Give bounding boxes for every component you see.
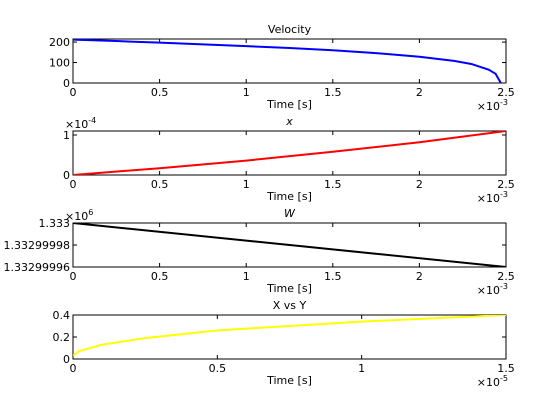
- y-tick-label: 1.33299996: [4, 261, 70, 274]
- x-axis-label: Time [s]: [266, 98, 312, 111]
- x-tick-label: 1: [358, 362, 365, 375]
- x-tick-label: 1: [243, 178, 250, 191]
- multiplier-exponent: -5: [500, 374, 508, 383]
- plot-area: [73, 131, 506, 175]
- x-tick-label: 1: [243, 86, 250, 99]
- multiplier-base: ×10: [65, 210, 88, 223]
- multiplier-base: ×10: [477, 376, 500, 389]
- y-tick-label: 0.2: [53, 331, 71, 344]
- plot-area: [73, 39, 502, 83]
- axis-multiplier: ×10-3: [477, 190, 508, 205]
- axis-multiplier: ×106: [65, 208, 93, 223]
- axis-multiplier: ×10-3: [477, 282, 508, 297]
- x-tick-label: 2: [416, 270, 423, 283]
- x-tick-label: 0.5: [151, 270, 169, 283]
- subplot-title: W: [284, 207, 296, 220]
- axes-box: [72, 38, 507, 84]
- y-tick-label: 1.33299998: [4, 239, 70, 252]
- subplot-title: X vs Y: [273, 299, 307, 312]
- y-tick-label: 1.333: [39, 217, 71, 230]
- axis-multiplier: ×10-3: [477, 98, 508, 113]
- y-tick-label: 1: [63, 129, 70, 142]
- x-tick-label: 1.5: [324, 178, 342, 191]
- x-tick-label: 0: [70, 178, 77, 191]
- plot-area: [73, 223, 506, 267]
- x-tick-label: 1.5: [497, 362, 515, 375]
- x-tick-label: 0: [70, 362, 77, 375]
- data-line: [73, 315, 506, 357]
- axis-multiplier: ×10-4: [65, 116, 96, 131]
- x-tick-label: 0.5: [209, 362, 227, 375]
- plot-area: [73, 315, 506, 357]
- multiplier-base: ×10: [477, 100, 500, 113]
- x-axis-label: Time [s]: [266, 282, 312, 295]
- multiplier-base: ×10: [65, 118, 88, 131]
- multiplier-exponent: -3: [500, 98, 508, 107]
- x-tick-label: 1: [243, 270, 250, 283]
- axis-multiplier: ×10-5: [477, 374, 508, 389]
- multiplier-exponent: 6: [88, 208, 93, 217]
- multiplier-base: ×10: [477, 192, 500, 205]
- axes-box: [72, 130, 507, 176]
- x-tick-label: 2.5: [497, 178, 515, 191]
- data-line: [73, 131, 506, 175]
- y-tick-label: 0: [63, 353, 70, 366]
- subplot-title: x: [285, 115, 293, 128]
- x-tick-label: 0.5: [151, 86, 169, 99]
- multiplier-exponent: -3: [500, 282, 508, 291]
- x-tick-label: 0: [70, 270, 77, 283]
- x-tick-label: 2: [416, 86, 423, 99]
- x-tick-label: 2.5: [497, 270, 515, 283]
- multiplier-base: ×10: [477, 284, 500, 297]
- x-tick-label: 2.5: [497, 86, 515, 99]
- x-tick-label: 1.5: [324, 86, 342, 99]
- x-axis-label: Time [s]: [266, 190, 312, 203]
- multiplier-exponent: -4: [88, 116, 96, 125]
- y-tick-label: 100: [49, 57, 70, 70]
- axes-box: [72, 314, 507, 360]
- y-tick-label: 0.4: [53, 309, 71, 322]
- x-tick-label: 0.5: [151, 178, 169, 191]
- x-tick-label: 1.5: [324, 270, 342, 283]
- data-line: [73, 39, 502, 83]
- y-tick-label: 200: [49, 36, 70, 49]
- x-tick-label: 0: [70, 86, 77, 99]
- data-line: [73, 223, 506, 267]
- subplot-title: Velocity: [268, 23, 312, 36]
- x-axis-label: Time [s]: [266, 374, 312, 387]
- x-tick-label: 2: [416, 178, 423, 191]
- y-tick-label: 0: [63, 169, 70, 182]
- y-tick-label: 0: [63, 77, 70, 90]
- multiplier-exponent: -3: [500, 190, 508, 199]
